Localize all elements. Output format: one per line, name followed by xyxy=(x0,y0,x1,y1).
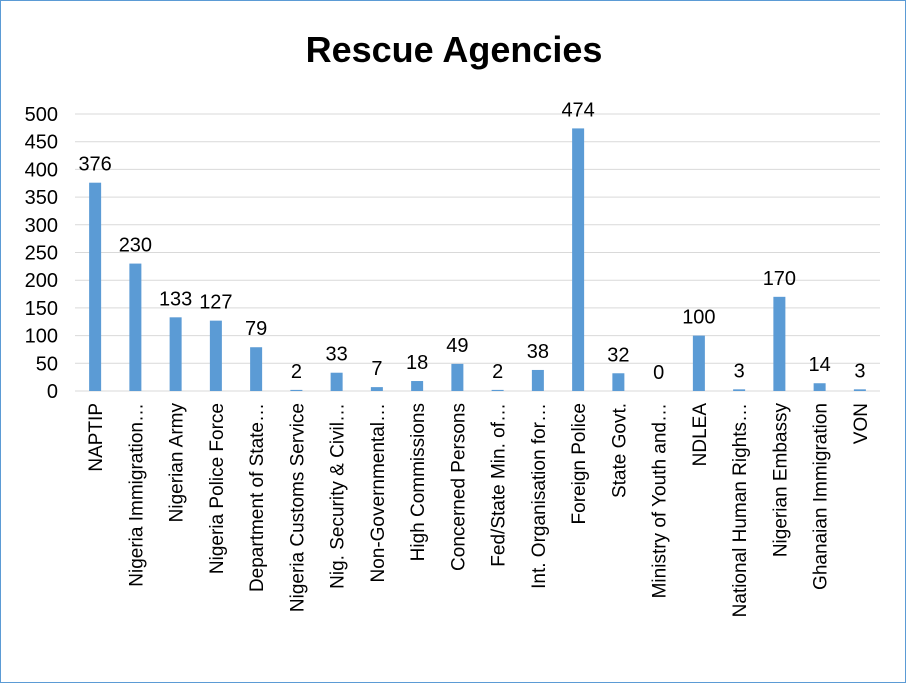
data-label: 100 xyxy=(682,307,715,329)
data-label: 170 xyxy=(763,268,796,290)
data-label: 14 xyxy=(809,354,831,376)
y-tick-label: 300 xyxy=(25,215,58,237)
y-tick-label: 250 xyxy=(25,243,58,265)
chart-title: Rescue Agencies xyxy=(305,29,603,70)
y-tick-label: 150 xyxy=(25,298,58,320)
data-label: 49 xyxy=(446,335,468,357)
data-labels: 376 230 133 127 79 2 33 7 18 49 2 38 474 32 0 100 3 170 14… xyxy=(78,99,865,384)
data-label: 3 xyxy=(734,360,745,382)
x-tick-label: Department of State… xyxy=(247,403,268,592)
data-label: 38 xyxy=(527,341,549,363)
bar xyxy=(411,381,424,391)
data-label: 230 xyxy=(119,235,152,257)
bar xyxy=(169,317,182,391)
bar xyxy=(209,320,222,391)
bar xyxy=(531,369,544,391)
data-label: 2 xyxy=(492,361,503,383)
bar xyxy=(692,335,705,391)
y-tick-label: 350 xyxy=(25,187,58,209)
bar xyxy=(290,389,303,391)
bar xyxy=(733,389,746,391)
bar xyxy=(491,389,504,391)
bar xyxy=(612,373,625,391)
x-tick-label: NAPTIP xyxy=(86,403,107,472)
x-tick-label: Nigeria Customs Service xyxy=(287,403,308,612)
x-tick-label: State Govt. xyxy=(609,403,630,498)
data-label: 7 xyxy=(371,358,382,380)
bar xyxy=(853,389,866,391)
x-axis-tick-labels: NAPTIP Nigeria Immigration… Nigerian Army N… xyxy=(86,403,872,618)
bar xyxy=(813,383,826,391)
bar xyxy=(129,263,142,391)
y-tick-label: 50 xyxy=(36,353,58,375)
bar xyxy=(773,296,786,391)
x-tick-label: Nigerian Army xyxy=(167,403,188,523)
data-label: 474 xyxy=(561,99,594,121)
bar xyxy=(250,347,263,391)
data-label: 3 xyxy=(854,360,865,382)
bar xyxy=(370,387,383,391)
x-tick-label: National Human Rights… xyxy=(730,403,751,617)
y-tick-label: 500 xyxy=(25,104,58,126)
x-tick-label: Nig. Security & Civil… xyxy=(328,403,349,589)
x-tick-label: Nigeria Police Force xyxy=(207,403,228,574)
data-label: 33 xyxy=(326,344,348,366)
bar xyxy=(451,363,464,391)
data-label: 0 xyxy=(653,362,664,384)
x-tick-label: Foreign Police xyxy=(569,403,590,524)
x-tick-label: Int. Organisation for… xyxy=(529,403,550,589)
bar xyxy=(572,128,585,392)
y-tick-label: 400 xyxy=(25,159,58,181)
x-tick-label: Non-Governmental… xyxy=(368,403,389,583)
x-tick-label: VON xyxy=(851,403,872,444)
x-tick-label: NDLEA xyxy=(690,403,711,467)
data-label: 18 xyxy=(406,352,428,374)
data-label: 79 xyxy=(245,318,267,340)
data-label: 2 xyxy=(291,361,302,383)
x-tick-label: Ghanaian Immigration xyxy=(811,403,832,590)
x-tick-label: Fed/State Min. of… xyxy=(489,403,510,567)
x-tick-label: Nigeria Immigration… xyxy=(126,403,147,587)
data-label: 127 xyxy=(199,292,232,314)
data-label: 133 xyxy=(159,288,192,310)
data-label: 32 xyxy=(607,344,629,366)
bars xyxy=(89,128,866,392)
y-tick-label: 200 xyxy=(25,270,58,292)
y-tick-label: 0 xyxy=(47,381,58,403)
x-tick-label: Ministry of Youth and… xyxy=(650,403,671,598)
x-tick-label: Concerned Persons xyxy=(448,403,469,571)
x-tick-label: High Commissions xyxy=(408,403,429,561)
x-tick-label: Nigerian Embassy xyxy=(770,403,791,558)
y-tick-label: 100 xyxy=(25,326,58,348)
y-axis-tick-labels: 0 50 100 150 200 250 300 350 400 450 500 xyxy=(25,104,58,403)
bar xyxy=(330,372,343,391)
y-tick-label: 450 xyxy=(25,132,58,154)
gridlines xyxy=(75,113,880,392)
bar xyxy=(89,182,102,391)
data-label: 376 xyxy=(78,154,111,176)
